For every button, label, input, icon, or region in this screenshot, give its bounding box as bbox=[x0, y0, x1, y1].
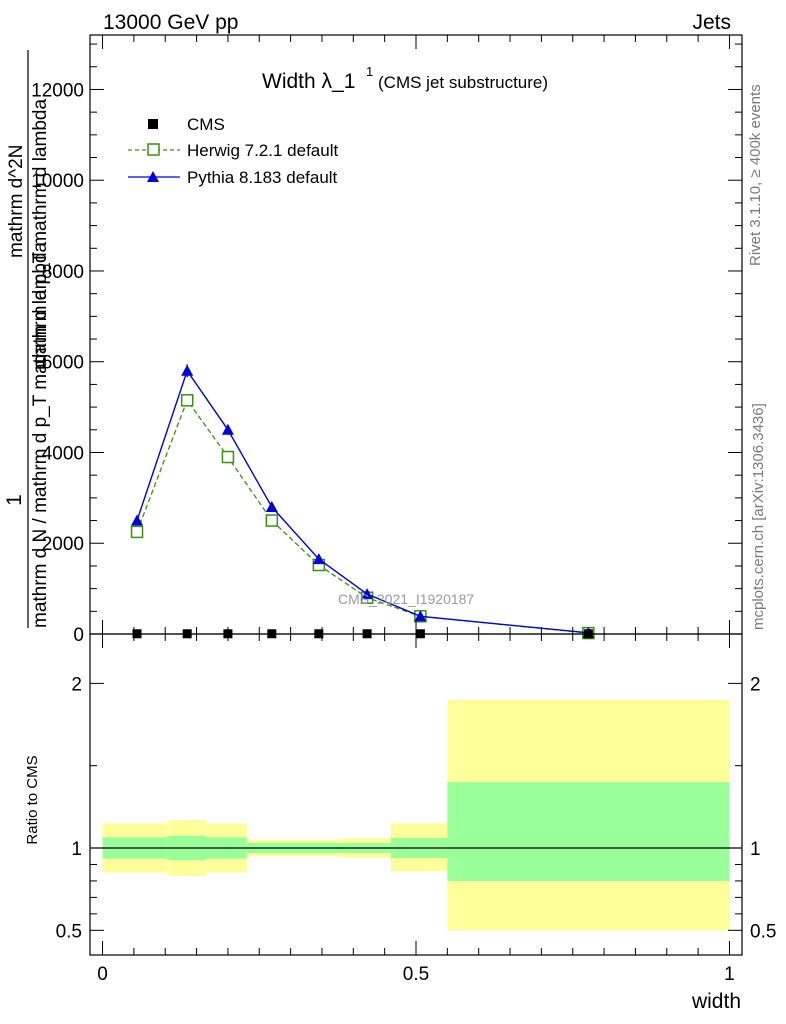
pythia-point bbox=[312, 553, 325, 565]
ratio-data-layer bbox=[90, 699, 742, 931]
analysis-watermark: CMS_2021_I1920187 bbox=[338, 591, 474, 607]
legend-herwig-label: Herwig 7.2.1 default bbox=[187, 141, 338, 160]
main-axes: 0 2000 4000 6000 8000 10000 12000 bbox=[31, 34, 743, 646]
herwig-point bbox=[130, 525, 144, 539]
plot-title: Width λ_1 1 (CMS jet substructure) bbox=[262, 64, 548, 93]
main-ytick-label: 8000 bbox=[42, 262, 84, 283]
xtick-label: 0 bbox=[97, 964, 108, 985]
main-ytick-label: 0 bbox=[73, 625, 84, 646]
herwig-point bbox=[221, 450, 235, 464]
legend-pythia-marker bbox=[147, 171, 159, 182]
main-ylabel: 1 mathrm d N / mathrm d p_T mathrm d lam… bbox=[3, 50, 51, 628]
main-ytick-label: 6000 bbox=[42, 353, 84, 374]
legend-pythia-label: Pythia 8.183 default bbox=[187, 168, 338, 187]
legend-cms-label: CMS bbox=[187, 115, 225, 134]
title-superscript: 1 bbox=[366, 64, 373, 79]
legend-item-herwig: Herwig 7.2.1 default bbox=[128, 141, 338, 160]
ratio-ylabel: Ratio to CMS bbox=[24, 755, 41, 844]
ratio-ytick-label-right: 2 bbox=[750, 674, 761, 695]
collision-label: 13000 GeV pp bbox=[103, 11, 238, 34]
jets-label: Jets bbox=[692, 11, 731, 34]
mcplots-label: mcplots.cern.ch [arXiv:1306.3436] bbox=[750, 403, 767, 630]
ylabel-denominator: mathrm d N / mathrm d p_T mathrm d lambd… bbox=[30, 241, 51, 628]
legend-item-pythia: Pythia 8.183 default bbox=[128, 168, 338, 187]
ylabel-line-1: mathrm d^2N bbox=[6, 145, 27, 258]
main-ytick-label: 4000 bbox=[42, 443, 84, 464]
title-main: Width λ_1 bbox=[262, 70, 355, 93]
legend-cms-marker bbox=[148, 119, 158, 129]
ratio-ytick-label-right: 1 bbox=[750, 839, 761, 860]
ratio-ytick-label: 0.5 bbox=[56, 921, 82, 942]
main-ytick-label: 2000 bbox=[42, 534, 84, 555]
title-subtitle: (CMS jet substructure) bbox=[378, 73, 548, 92]
ratio-ytick-label: 2 bbox=[71, 674, 82, 695]
main-plot: 0 2000 4000 6000 8000 10000 12000 bbox=[31, 34, 743, 646]
herwig-point bbox=[180, 394, 194, 407]
ratio-ytick-label: 1 bbox=[71, 839, 82, 860]
pythia-point bbox=[265, 500, 278, 512]
ratio-ytick-label-right: 0.5 bbox=[750, 921, 776, 942]
main-data-layer bbox=[130, 364, 595, 640]
ratio-plot: 0.5 0.5 1 1 2 2 0 0.5 1 bbox=[56, 633, 776, 985]
pythia-point bbox=[414, 610, 427, 622]
ratio-axes: 0.5 0.5 1 1 2 2 0 0.5 1 bbox=[56, 633, 776, 985]
pythia-point bbox=[131, 514, 144, 526]
pythia-line bbox=[136, 369, 589, 634]
xtick-label: 0.5 bbox=[403, 964, 429, 985]
pythia-point bbox=[181, 364, 194, 376]
legend-herwig-marker bbox=[147, 143, 160, 156]
xtick-label: 1 bbox=[724, 964, 735, 985]
ylabel-line-2: mathrm d p_T mathrm d lambda bbox=[30, 99, 51, 370]
pythia-point bbox=[361, 588, 374, 600]
ylabel-numerator: 1 bbox=[3, 494, 26, 506]
herwig-point bbox=[265, 514, 279, 527]
pythia-point bbox=[221, 423, 234, 435]
main-ytick-label: 12000 bbox=[31, 80, 84, 101]
legend: CMS Herwig 7.2.1 default Pythia 8.183 de… bbox=[128, 115, 338, 187]
xlabel: width bbox=[691, 990, 741, 1013]
legend-item-cms: CMS bbox=[148, 115, 225, 134]
rivet-label: Rivet 3.1.10, ≥ 400k events bbox=[747, 84, 764, 266]
ratio-band-inner bbox=[447, 782, 730, 881]
main-ytick-label: 10000 bbox=[31, 171, 84, 192]
